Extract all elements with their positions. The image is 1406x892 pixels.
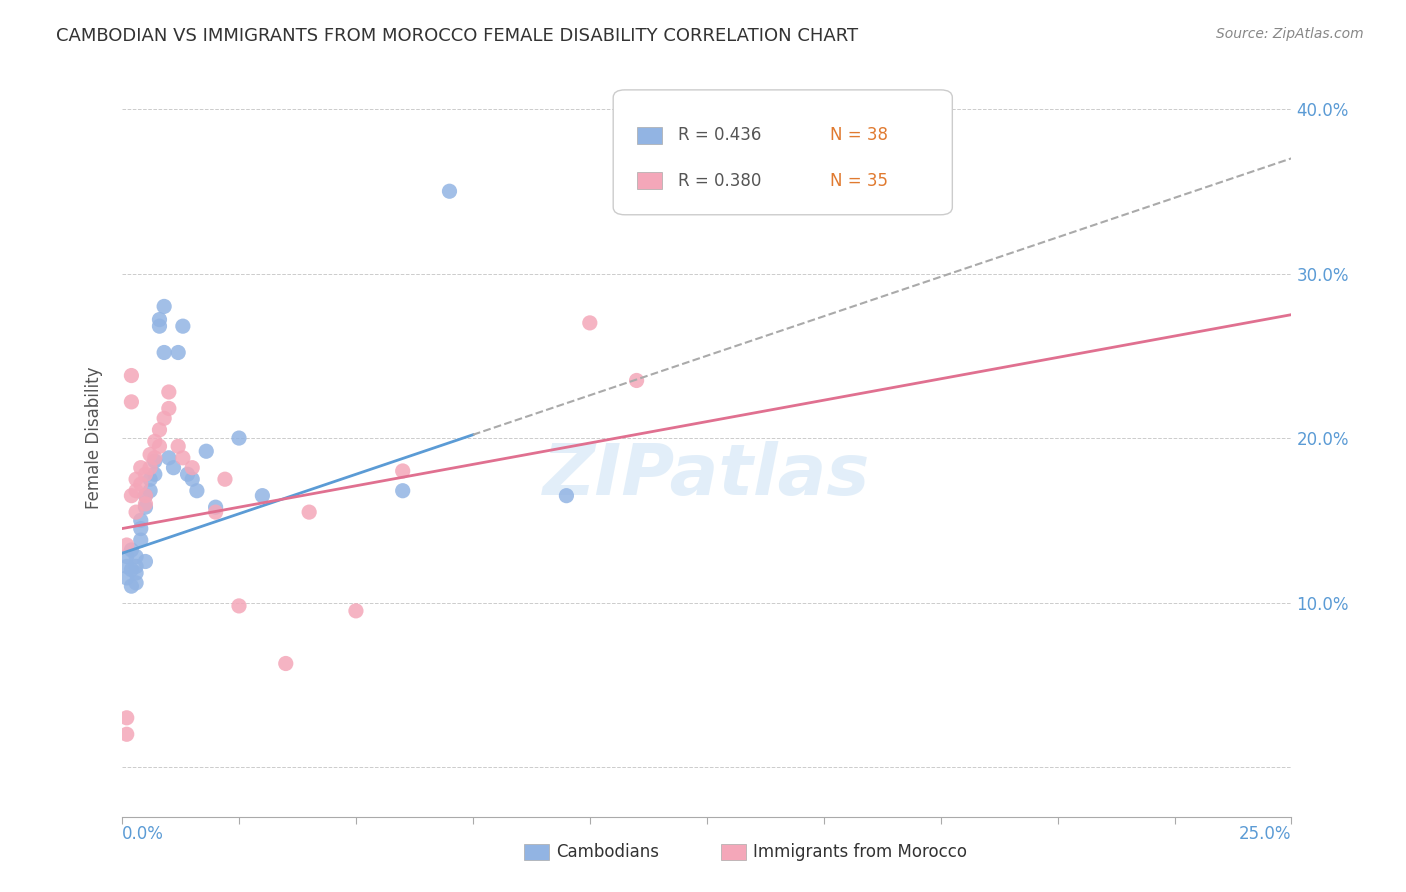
Text: N = 38: N = 38 bbox=[830, 127, 887, 145]
Point bbox=[134, 554, 156, 568]
Point bbox=[139, 448, 162, 462]
Point bbox=[228, 431, 250, 445]
Point bbox=[120, 543, 142, 558]
Point bbox=[120, 368, 142, 383]
Text: ZIPatlas: ZIPatlas bbox=[543, 442, 870, 510]
Point bbox=[274, 657, 297, 671]
Point bbox=[172, 319, 194, 334]
Point bbox=[115, 711, 138, 725]
Text: Source: ZipAtlas.com: Source: ZipAtlas.com bbox=[1216, 27, 1364, 41]
Point bbox=[129, 477, 152, 491]
Point bbox=[129, 513, 152, 527]
Point bbox=[129, 460, 152, 475]
Point bbox=[134, 497, 156, 511]
Point bbox=[115, 559, 138, 574]
Point bbox=[157, 384, 180, 399]
Point bbox=[139, 460, 162, 475]
Text: R = 0.436: R = 0.436 bbox=[678, 127, 761, 145]
Point bbox=[181, 472, 204, 486]
Point bbox=[228, 599, 250, 613]
Point bbox=[439, 184, 461, 198]
Point bbox=[167, 345, 190, 359]
Point bbox=[195, 444, 218, 458]
Point bbox=[143, 467, 166, 482]
Point bbox=[167, 439, 190, 453]
Point bbox=[252, 489, 274, 503]
Point bbox=[344, 604, 367, 618]
Text: Immigrants from Morocco: Immigrants from Morocco bbox=[754, 843, 967, 861]
Point bbox=[134, 467, 156, 482]
Point bbox=[115, 727, 138, 741]
Point bbox=[157, 450, 180, 465]
Point bbox=[176, 467, 198, 482]
Point bbox=[125, 549, 148, 564]
Text: N = 35: N = 35 bbox=[830, 171, 887, 190]
Point bbox=[129, 522, 152, 536]
Point bbox=[125, 575, 148, 590]
Point bbox=[143, 450, 166, 465]
Point bbox=[134, 489, 156, 503]
Point bbox=[115, 549, 138, 564]
Y-axis label: Female Disability: Female Disability bbox=[86, 367, 103, 509]
Point bbox=[143, 434, 166, 449]
Point bbox=[204, 505, 226, 519]
Point bbox=[120, 579, 142, 593]
Point bbox=[172, 450, 194, 465]
Point bbox=[153, 300, 176, 314]
Bar bbox=[637, 127, 662, 144]
Point bbox=[298, 505, 321, 519]
Text: Cambodians: Cambodians bbox=[557, 843, 659, 861]
Point bbox=[120, 395, 142, 409]
Text: R = 0.380: R = 0.380 bbox=[678, 171, 761, 190]
Point bbox=[148, 319, 170, 334]
Point bbox=[139, 472, 162, 486]
Text: 0.0%: 0.0% bbox=[122, 825, 165, 844]
Point bbox=[578, 316, 600, 330]
Point bbox=[626, 374, 648, 388]
Text: 25.0%: 25.0% bbox=[1239, 825, 1292, 844]
Point bbox=[391, 464, 413, 478]
Point bbox=[157, 401, 180, 416]
Point bbox=[181, 460, 204, 475]
Bar bbox=[637, 172, 662, 189]
Point bbox=[153, 411, 176, 425]
Point bbox=[143, 454, 166, 468]
Point bbox=[115, 538, 138, 552]
Point bbox=[214, 472, 236, 486]
Point bbox=[134, 500, 156, 515]
Point bbox=[125, 559, 148, 574]
Point bbox=[153, 345, 176, 359]
Point bbox=[120, 489, 142, 503]
FancyBboxPatch shape bbox=[613, 90, 952, 215]
Point bbox=[148, 423, 170, 437]
Point bbox=[125, 566, 148, 580]
Point bbox=[139, 483, 162, 498]
Point bbox=[148, 312, 170, 326]
Point bbox=[125, 483, 148, 498]
Point bbox=[186, 483, 208, 498]
Point bbox=[134, 489, 156, 503]
Point bbox=[129, 533, 152, 547]
Point bbox=[162, 460, 184, 475]
Point bbox=[391, 483, 413, 498]
Point bbox=[555, 489, 578, 503]
Point bbox=[120, 563, 142, 577]
Point bbox=[115, 571, 138, 585]
Point bbox=[204, 500, 226, 515]
Point bbox=[148, 439, 170, 453]
Text: CAMBODIAN VS IMMIGRANTS FROM MOROCCO FEMALE DISABILITY CORRELATION CHART: CAMBODIAN VS IMMIGRANTS FROM MOROCCO FEM… bbox=[56, 27, 859, 45]
Point bbox=[125, 472, 148, 486]
Point bbox=[125, 505, 148, 519]
